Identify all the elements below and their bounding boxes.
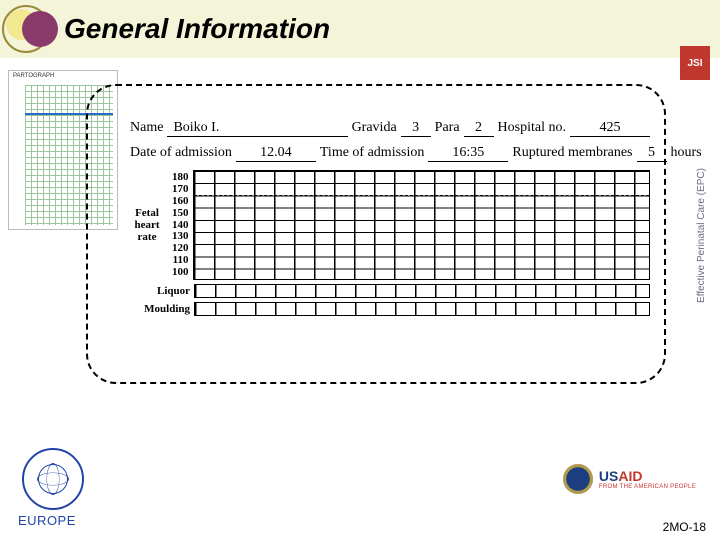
fhr-y-ticks: 180170160150140130120110100 (172, 170, 189, 280)
label-hospital-no: Hospital no. (498, 120, 566, 136)
fhr-dotted-lower (194, 244, 650, 245)
label-ruptured: Ruptured membranes (512, 145, 632, 161)
fhr-tick: 170 (172, 184, 189, 195)
fhr-grid (193, 170, 651, 280)
who-logo-icon (22, 448, 84, 510)
label-toa: Time of admission (320, 145, 425, 161)
fhr-tick: 100 (172, 267, 189, 278)
patient-form: Name Boiko I. Gravida 3 Para 2 Hospital … (130, 120, 650, 316)
perinatal-logo-icon (8, 7, 52, 51)
partograph-thumbnail: PARTOGRAPH (8, 70, 118, 230)
fhr-tick: 140 (172, 220, 189, 231)
fhr-axis-title: Fetalheartrate (130, 207, 164, 243)
field-doa: 12.04 (236, 145, 316, 162)
thumbnail-grid-icon (25, 85, 113, 225)
form-row-1: Name Boiko I. Gravida 3 Para 2 Hospital … (130, 120, 650, 137)
field-ruptured: 5 (637, 145, 667, 162)
usaid-seal-icon (563, 464, 593, 494)
label-gravida: Gravida (352, 120, 397, 136)
usaid-text: USAID FROM THE AMERICAN PEOPLE (599, 468, 696, 490)
thumbnail-caption: PARTOGRAPH (13, 73, 54, 79)
label-liquor: Liquor (130, 285, 190, 297)
label-moulding: Moulding (130, 303, 190, 315)
fhr-tick: 110 (172, 255, 189, 266)
label-doa: Date of admission (130, 145, 232, 161)
program-side-label-text: Effective Perinatal Care (EPC) (696, 168, 707, 303)
page-title: General Information (64, 13, 330, 45)
fhr-tick: 180 (172, 172, 189, 183)
usaid-name: USAID (599, 468, 643, 484)
jsi-logo-icon: JSI (680, 46, 710, 80)
field-toa: 16:35 (428, 145, 508, 162)
fhr-dotted-upper (194, 195, 650, 196)
label-para: Para (435, 120, 460, 136)
field-hospital-no: 425 (570, 120, 650, 137)
field-name: Boiko I. (167, 120, 347, 137)
label-name: Name (130, 120, 163, 136)
fhr-tick: 120 (172, 243, 189, 254)
slide-footer: EUROPE USAID FROM THE AMERICAN PEOPLE 2M… (0, 446, 720, 540)
fhr-tick: 130 (172, 231, 189, 242)
usaid-tagline: FROM THE AMERICAN PEOPLE (599, 484, 696, 490)
label-hours: hours (671, 145, 702, 161)
who-region-label: EUROPE (18, 513, 76, 528)
globe-icon (38, 464, 68, 494)
fhr-tick: 150 (172, 208, 189, 219)
moulding-row: Moulding (130, 302, 650, 316)
slide-number: 2MO-18 (663, 520, 706, 534)
field-gravida: 3 (401, 120, 431, 137)
fhr-tick: 160 (172, 196, 189, 207)
field-para: 2 (464, 120, 494, 137)
liquor-row: Liquor (130, 284, 650, 298)
slide-header: General Information (0, 0, 720, 58)
liquor-strip (194, 284, 650, 298)
form-row-2: Date of admission 12.04 Time of admissio… (130, 145, 650, 162)
usaid-block: USAID FROM THE AMERICAN PEOPLE (563, 464, 696, 494)
fhr-chart: Fetalheartrate 1801701601501401301201101… (130, 170, 650, 280)
moulding-strip (194, 302, 650, 316)
